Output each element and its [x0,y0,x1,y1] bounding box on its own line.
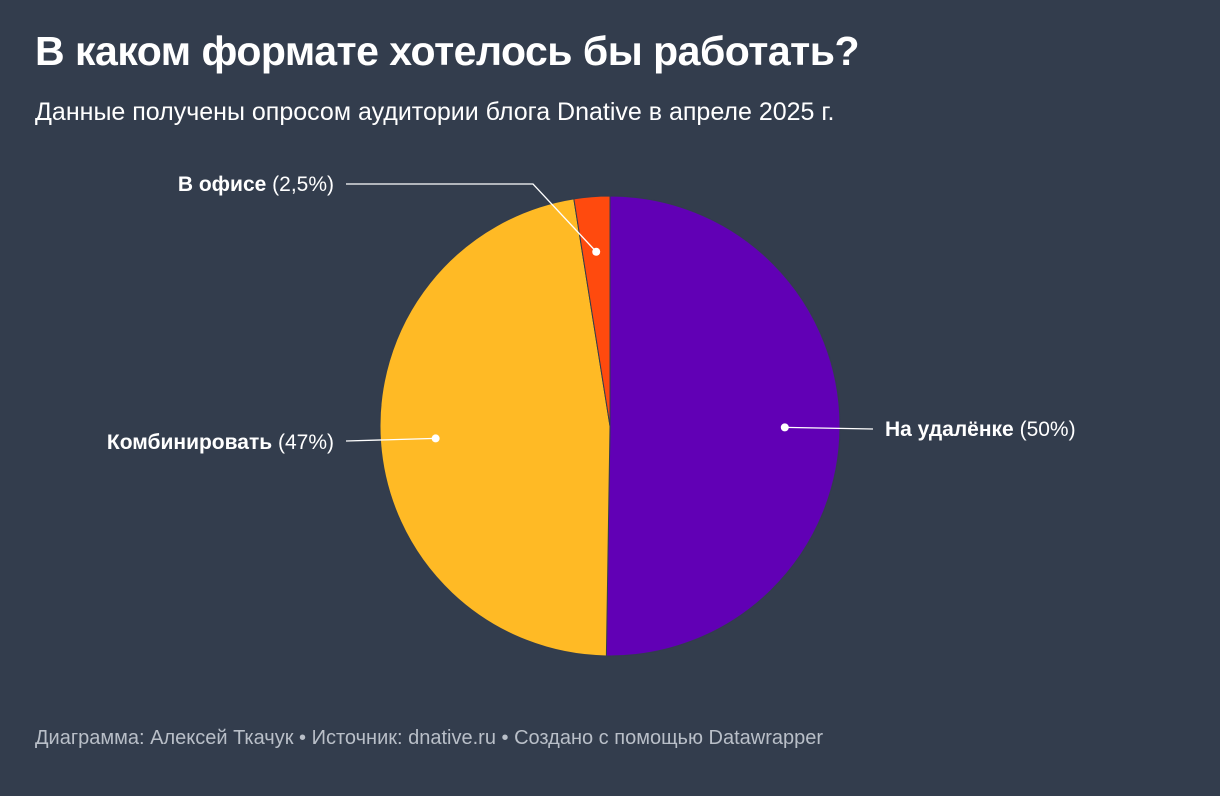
leader-line-2 [346,183,597,253]
footer-chart-label: Диаграмма: [35,727,145,749]
slice-label-name: В офисе [178,173,266,196]
footer-source-label: Источник: [311,727,403,749]
leader-lines [345,183,874,443]
slice-label-name: Комбинировать [107,431,272,454]
slice-label-2: В офисе (2,5%) [178,173,334,196]
leader-dot-2 [592,247,601,256]
slice-labels: На удалёнке (50%) Комбинировать (47%) В оф… [107,173,1076,454]
slice-label-1: Комбинировать (47%) [107,431,334,454]
pie-slice-2[interactable] [573,195,611,427]
leader-line-0 [784,426,874,430]
slice-label-value: (2,5%) [266,173,334,196]
slice-label-name: На удалёнке [885,418,1014,441]
footer-author: Алексей Ткачук [150,727,294,749]
leader-dot-0 [780,423,789,432]
leader-dot-1 [431,434,440,443]
pie-slice-0[interactable] [605,195,841,657]
chart-subtitle: Данные получены опросом аудитории блога … [35,98,835,126]
chart-title: В каком формате хотелось бы работать? [35,28,860,74]
footer-separator: • [299,727,307,749]
slice-label-value: (47%) [272,431,334,454]
footer-credit[interactable]: Создано с помощью Datawrapper [514,727,823,749]
leader-line-1 [345,437,436,442]
footer-separator: • [501,727,509,749]
pie-slices [379,195,841,657]
slice-label-value: (50%) [1014,418,1076,441]
chart-footer: Диаграмма: Алексей Ткачук • Источник: dn… [35,727,823,750]
slice-label-0: На удалёнке (50%) [885,418,1076,441]
footer-source-link[interactable]: dnative.ru [408,727,496,749]
pie-slice-1[interactable] [379,198,611,657]
